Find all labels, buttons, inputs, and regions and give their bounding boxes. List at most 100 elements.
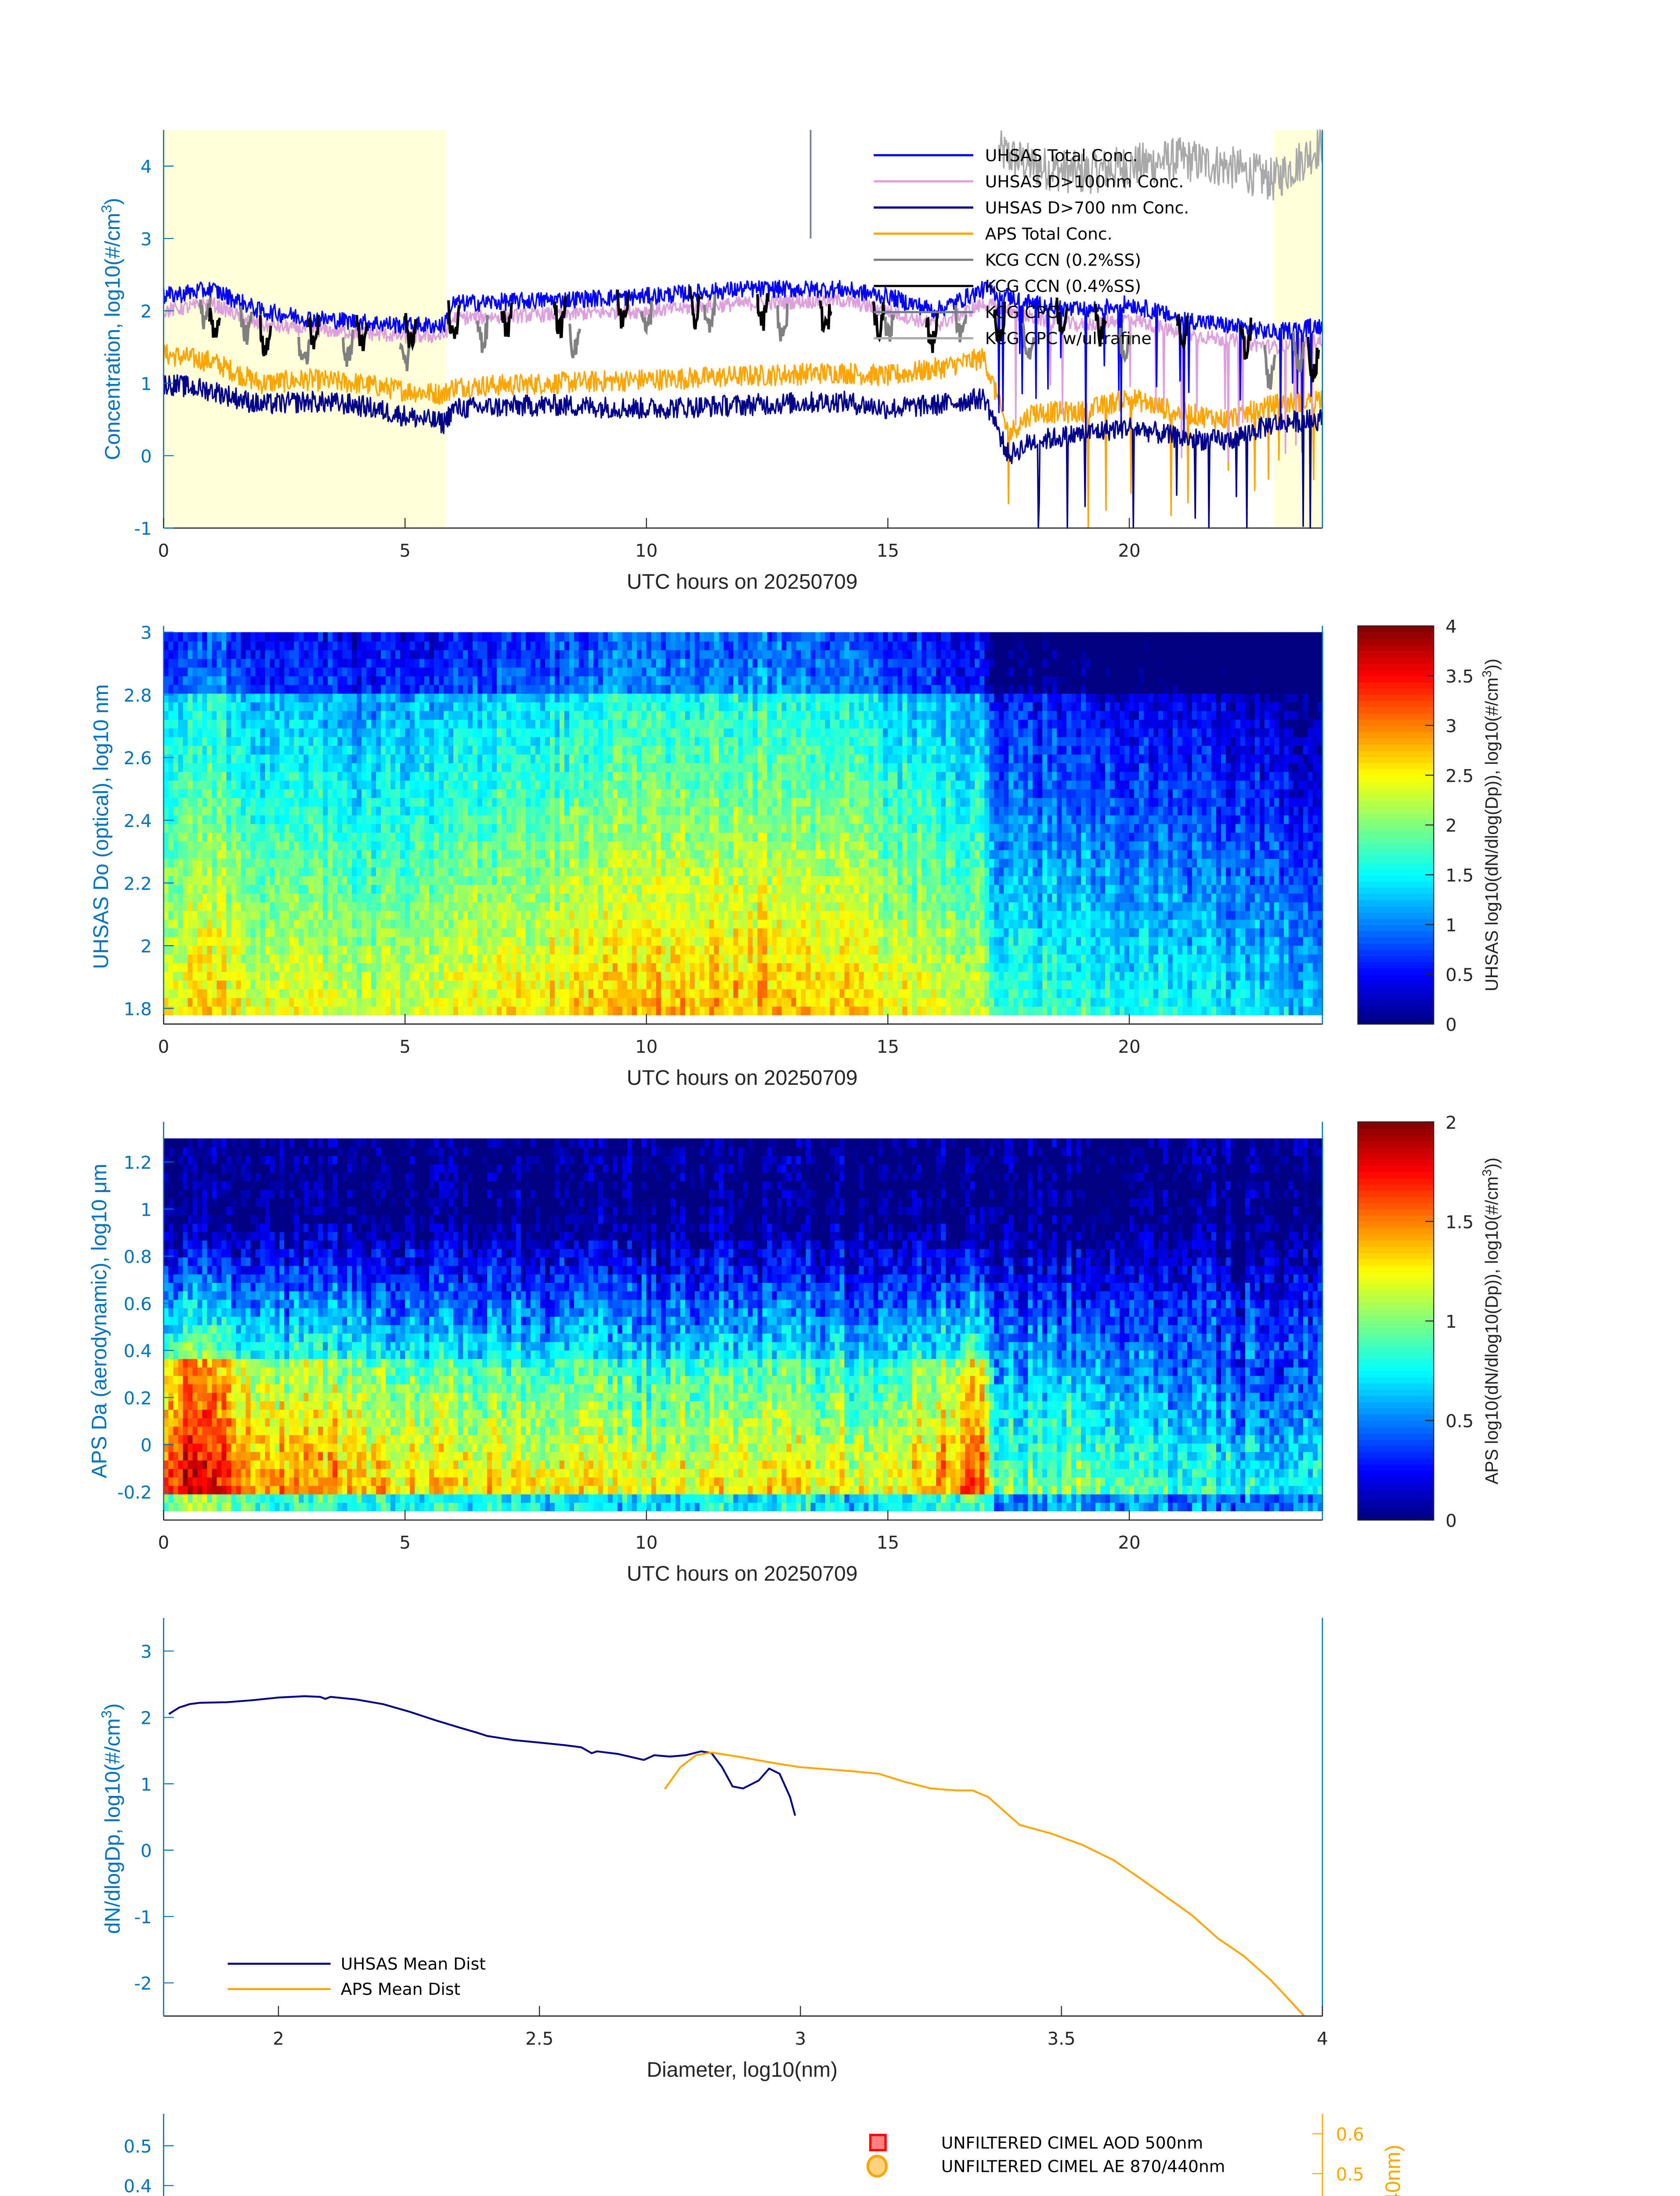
heatmap-cell xyxy=(521,971,527,981)
ccn-burst xyxy=(688,286,702,330)
heatmap-cell xyxy=(275,658,280,668)
heatmap-cell xyxy=(299,832,304,842)
heatmap-cell xyxy=(699,1006,705,1015)
heatmap-cell xyxy=(299,893,304,903)
heatmap-cell xyxy=(361,736,367,746)
heatmap-cell xyxy=(540,649,546,659)
heatmap-cell xyxy=(265,649,271,659)
heatmap-cell xyxy=(183,815,189,824)
heatmap-cell xyxy=(632,806,638,816)
heatmap-cell xyxy=(279,884,285,894)
heatmap-cell xyxy=(540,719,546,729)
heatmap-cell xyxy=(197,841,203,850)
heatmap-cell xyxy=(617,658,623,668)
heatmap-cell xyxy=(361,962,367,972)
heatmap-cell xyxy=(192,641,199,650)
heatmap-cell xyxy=(559,919,565,928)
heatmap-cell xyxy=(183,919,189,928)
heatmap-cell xyxy=(197,867,203,877)
heatmap-cell xyxy=(549,710,556,720)
heatmap-cell xyxy=(641,919,647,928)
heatmap-cell xyxy=(473,841,478,850)
heatmap-cell xyxy=(497,875,502,885)
heatmap-cell xyxy=(453,954,459,963)
heatmap-cell xyxy=(593,745,599,755)
heatmap-cell xyxy=(559,736,565,746)
heatmap-cell xyxy=(183,832,189,842)
heatmap-cell xyxy=(502,728,507,737)
heatmap-cell xyxy=(521,693,527,703)
heatmap-cell xyxy=(448,841,454,850)
heatmap-cell xyxy=(453,988,459,998)
heatmap-cell xyxy=(429,971,435,981)
heatmap-cell xyxy=(270,997,275,1007)
heatmap-cell xyxy=(632,693,638,703)
heatmap-cell xyxy=(612,797,618,807)
heatmap-cell xyxy=(540,919,546,928)
heatmap-cell xyxy=(231,658,237,668)
heatmap-cell xyxy=(636,762,643,772)
heatmap-cell xyxy=(217,649,222,659)
heatmap-cell xyxy=(163,771,170,781)
heatmap-cell xyxy=(207,632,213,642)
heatmap-cell xyxy=(651,988,657,998)
heatmap-cell xyxy=(250,901,256,911)
heatmap-cell xyxy=(275,675,280,685)
heatmap-cell xyxy=(593,658,599,668)
heatmap-cell xyxy=(212,910,217,920)
heatmap-cell xyxy=(289,841,295,850)
heatmap-cell xyxy=(569,701,575,712)
heatmap-cell xyxy=(559,858,565,868)
heatmap-cell xyxy=(434,971,440,981)
heatmap-cell xyxy=(540,971,546,981)
heatmap-cell xyxy=(549,728,556,737)
heatmap-cell xyxy=(516,823,522,833)
y-tick-label: 4 xyxy=(141,157,152,177)
heatmap-cell xyxy=(694,754,701,763)
heatmap-cell xyxy=(270,841,275,850)
heatmap-cell xyxy=(492,919,498,928)
heatmap-cell xyxy=(255,797,261,807)
heatmap-cell xyxy=(294,815,300,824)
heatmap-cell xyxy=(646,806,652,816)
heatmap-cell xyxy=(665,701,672,712)
heatmap-cell xyxy=(419,997,425,1007)
heatmap-cell xyxy=(419,875,425,885)
heatmap-cell xyxy=(410,954,415,963)
heatmap-cell xyxy=(612,988,618,998)
heatmap-cell xyxy=(434,710,440,720)
heatmap-cell xyxy=(690,649,696,659)
heatmap-cell xyxy=(477,945,483,955)
heatmap-cell xyxy=(680,710,686,720)
heatmap-cell xyxy=(482,867,488,877)
heatmap-cell xyxy=(646,928,652,937)
heatmap-cell xyxy=(487,736,493,746)
heatmap-cell xyxy=(410,875,415,885)
heatmap-cell xyxy=(535,780,541,790)
heatmap-cell xyxy=(318,988,324,998)
heatmap-cell xyxy=(381,762,387,772)
heatmap-cell xyxy=(279,701,285,712)
heatmap-cell xyxy=(246,754,251,763)
heatmap-cell xyxy=(236,719,242,729)
heatmap-cell xyxy=(197,962,203,972)
heatmap-cell xyxy=(337,1006,343,1015)
heatmap-cell xyxy=(453,632,459,642)
heatmap-cell xyxy=(468,815,473,824)
heatmap-cell xyxy=(415,797,420,807)
heatmap-cell xyxy=(569,928,575,937)
heatmap-cell xyxy=(284,667,290,676)
heatmap-cell xyxy=(593,823,599,833)
heatmap-cell xyxy=(328,875,333,885)
heatmap-cell xyxy=(545,641,551,650)
heatmap-cell xyxy=(434,658,440,668)
heatmap-cell xyxy=(502,701,507,712)
heatmap-cell xyxy=(569,719,575,729)
ccn-burst xyxy=(882,309,895,342)
heatmap-cell xyxy=(516,945,522,955)
heatmap-cell xyxy=(636,1006,643,1015)
heatmap-cell xyxy=(583,910,589,920)
heatmap-cell xyxy=(390,980,396,990)
heatmap-cell xyxy=(207,658,213,668)
heatmap-cell xyxy=(410,719,415,729)
